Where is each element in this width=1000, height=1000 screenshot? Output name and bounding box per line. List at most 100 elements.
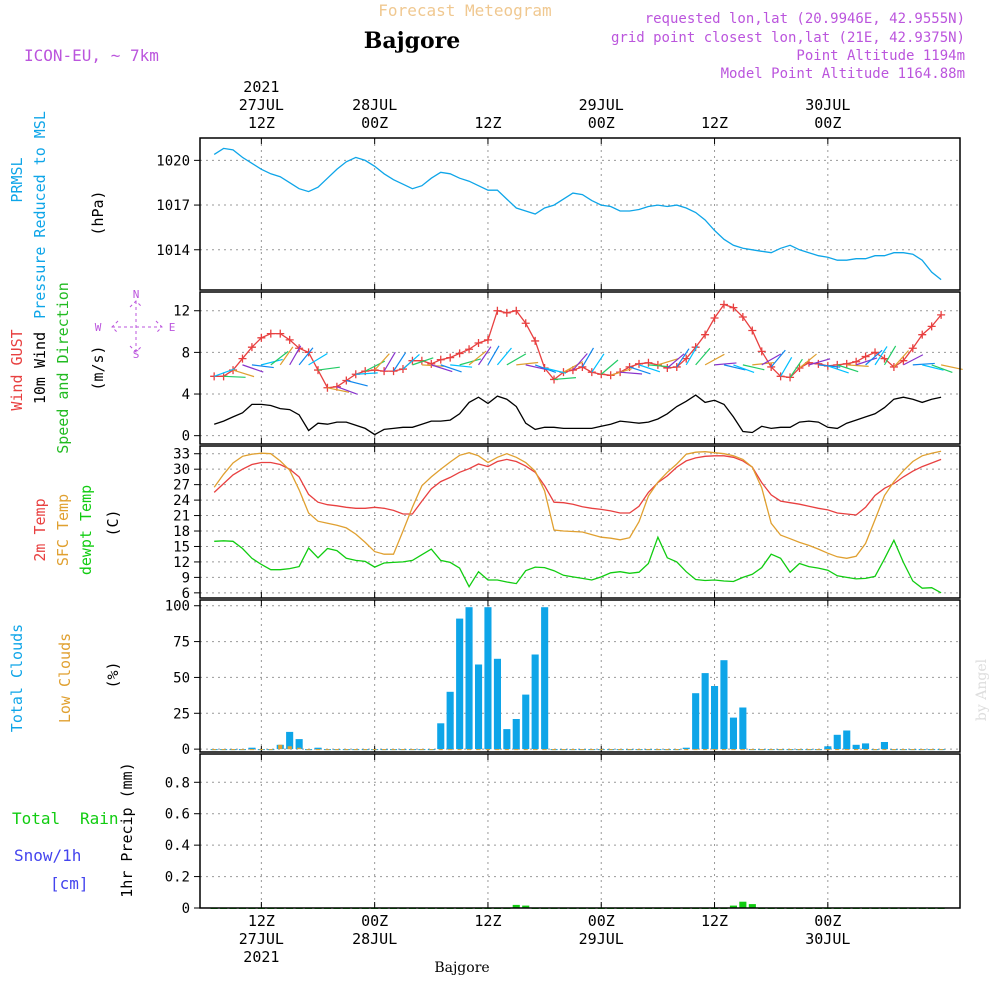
- low-clouds-bar: [259, 749, 264, 751]
- precip-snow-label: Snow/1h: [14, 846, 81, 865]
- gust-point-marker: [285, 335, 294, 344]
- gust-point-marker: [927, 322, 936, 331]
- clouds-panel: 0 25 50 75 100: [165, 599, 961, 758]
- wind-direction-arrow: [855, 357, 878, 366]
- dewpt-label: dewpt Temp: [77, 485, 95, 575]
- time-label-top: 12Z: [248, 114, 275, 132]
- total-clouds-bar: [682, 747, 690, 750]
- low-clouds-bar: [901, 749, 906, 751]
- wind-direction-arrow: [346, 379, 368, 387]
- gust-point-marker: [899, 356, 908, 365]
- gust-point-marker: [465, 345, 474, 354]
- ytick-label: 0: [182, 429, 190, 445]
- wind-direction-arrow: [563, 361, 584, 373]
- total-clouds-bar: [456, 618, 464, 750]
- gust-point-marker: [493, 306, 502, 315]
- gust-point-marker: [682, 354, 691, 363]
- low-clouds-bar: [542, 749, 547, 751]
- low-clouds-bar: [249, 749, 254, 751]
- model-altitude: Model Point Altitude 1164.88m: [721, 66, 965, 82]
- wind-direction-arrow: [742, 364, 765, 371]
- gust-point-marker: [748, 326, 757, 335]
- ytick-label: 1017: [156, 198, 190, 214]
- low-clouds-bar: [400, 749, 406, 751]
- 10m-wind-line: [213, 394, 942, 436]
- compass-n: N: [133, 288, 140, 301]
- gust-point-marker: [701, 330, 710, 339]
- wind-direction-arrow: [827, 365, 849, 374]
- time-label-top: 00Z: [361, 114, 388, 132]
- precip-unit-label: 1hr Precip (mm): [118, 762, 136, 897]
- wind-direction-arrow: [676, 348, 690, 368]
- low-clouds-bar: [929, 749, 934, 751]
- total-clouds-label: Total Clouds: [8, 624, 26, 732]
- wind-direction-arrow: [874, 346, 888, 366]
- time-label-top: 27JUL: [239, 96, 284, 114]
- location-title: Bajgore: [364, 28, 460, 54]
- wind-direction-arrow: [685, 345, 698, 366]
- wind-direction-arrow: [261, 358, 283, 366]
- time-label-top: 00Z: [814, 114, 841, 132]
- gust-point-marker: [257, 333, 266, 342]
- time-axis-labels: 202127JUL12Z12Z27JUL202128JUL00Z00Z28JUL…: [239, 78, 851, 966]
- ytick-label: 0: [182, 901, 190, 917]
- low-clouds-bar: [759, 749, 764, 751]
- low-clouds-bar: [221, 749, 226, 751]
- total-clouds-bar: [475, 664, 483, 750]
- prmsl-desc-label: Pressure Reduced to MSL: [31, 111, 49, 319]
- low-clouds-bar: [844, 749, 849, 751]
- wind-frame: [199, 291, 961, 445]
- ytick-label: 18: [173, 524, 190, 540]
- wind-direction-arrow: [903, 354, 924, 366]
- grid-point-coords: grid point closest lon,lat (21E, 42.9375…: [611, 30, 965, 46]
- gust-point-marker: [247, 343, 256, 352]
- wind-direction-arrow: [657, 357, 680, 366]
- low-clouds-bar: [863, 749, 868, 751]
- 2m-temp-line: [213, 455, 942, 516]
- wind-direction-arrow: [780, 357, 793, 377]
- ytick-label: 1020: [156, 153, 190, 169]
- low-clouds-bar: [466, 749, 472, 751]
- low-clouds-bar: [391, 749, 396, 751]
- ytick-label: 50: [173, 670, 190, 686]
- low-clouds-bar: [457, 749, 462, 751]
- gust-point-marker: [767, 362, 776, 371]
- low-clouds-bar: [504, 749, 509, 751]
- low-clouds-bar: [419, 749, 424, 751]
- total-clouds-bar: [541, 607, 549, 750]
- low-clouds-bar: [325, 749, 330, 751]
- wind-direction-arrow: [308, 352, 328, 366]
- low-clouds-bar: [495, 749, 500, 751]
- wind-direction-arrow: [591, 353, 605, 373]
- wind-direction-arrow: [883, 345, 897, 366]
- sfc-temp-line: [213, 450, 942, 559]
- requested-coords: requested lon,lat (20.9946E, 42.9555N): [645, 11, 965, 27]
- low-clouds-bar: [382, 749, 387, 751]
- model-label: ICON-EU, ~ 7km: [24, 46, 159, 65]
- clouds-unit-label: (%): [104, 661, 122, 688]
- wind-direction-arrow: [516, 361, 539, 366]
- low-clouds-bar: [523, 749, 528, 751]
- ytick-label: 27: [173, 478, 190, 494]
- wind-direction-arrow: [327, 387, 350, 393]
- total-bar: [522, 905, 530, 908]
- gust-point-marker: [871, 348, 880, 357]
- low-clouds-bar: [353, 749, 358, 751]
- gust-point-marker: [483, 335, 492, 344]
- low-clouds-bar: [429, 749, 434, 751]
- wind-direction-arrow: [846, 364, 869, 367]
- wind-direction-arrow: [374, 353, 390, 371]
- gust-point-marker: [521, 319, 530, 328]
- gust-point-marker: [889, 362, 898, 371]
- precip-total-label: Total: [12, 809, 60, 828]
- low-clouds-bar: [410, 749, 415, 751]
- low-clouds-bar: [740, 749, 745, 751]
- low-clouds-bar: [514, 749, 519, 751]
- total-bar: [748, 904, 756, 908]
- prmsl-label: PRMSL: [8, 157, 26, 202]
- total-clouds-bar: [843, 730, 851, 750]
- wind-gust-line: [214, 303, 942, 389]
- pressure-frame: [199, 137, 961, 291]
- total-clouds-bar: [880, 742, 888, 750]
- total-bar: [739, 901, 747, 908]
